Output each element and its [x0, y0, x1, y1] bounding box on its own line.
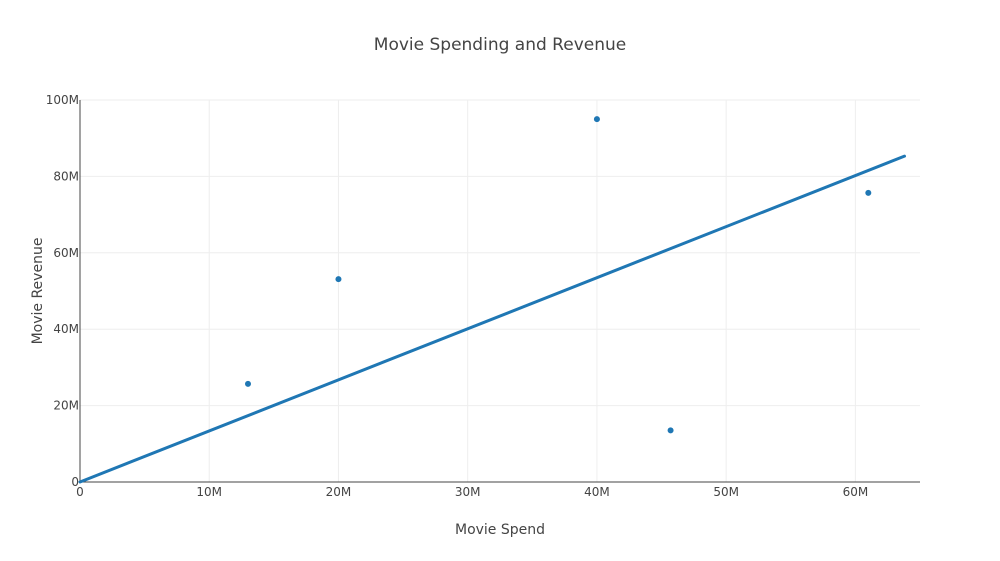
- y-tick-label: 100M: [46, 93, 79, 107]
- tick-layer: 0 10M 20M 30M 40M 50M 60M 0 20M 40M 60M 80M 100M: [46, 93, 868, 499]
- x-tick-label: 20M: [326, 485, 352, 499]
- grid-layer: [80, 99, 920, 482]
- y-tick-label: 0: [71, 475, 79, 489]
- x-tick-label: 10M: [196, 485, 222, 499]
- axis-layer: [79, 100, 920, 483]
- y-tick-label: 20M: [53, 399, 79, 413]
- data-point: [865, 189, 872, 196]
- x-tick-label: 50M: [713, 485, 739, 499]
- trend-line: [78, 154, 906, 484]
- x-tick-label: 40M: [584, 485, 610, 499]
- x-axis-title: Movie Spend: [455, 522, 545, 538]
- data-point: [593, 116, 600, 123]
- x-tick-label: 60M: [843, 485, 869, 499]
- x-tick-label: 30M: [455, 485, 481, 499]
- y-axis-title: Movie Revenue: [30, 238, 46, 345]
- chart-title: Movie Spending and Revenue: [374, 35, 626, 55]
- y-tick-label: 40M: [53, 322, 79, 336]
- data-point: [667, 427, 674, 434]
- x-tick-label: 0: [76, 485, 84, 499]
- data-point: [245, 380, 251, 387]
- marker-layer: [245, 116, 872, 434]
- trend-layer: [78, 154, 906, 484]
- y-tick-label: 60M: [53, 246, 79, 260]
- y-tick-label: 80M: [53, 169, 79, 183]
- data-point: [335, 276, 342, 283]
